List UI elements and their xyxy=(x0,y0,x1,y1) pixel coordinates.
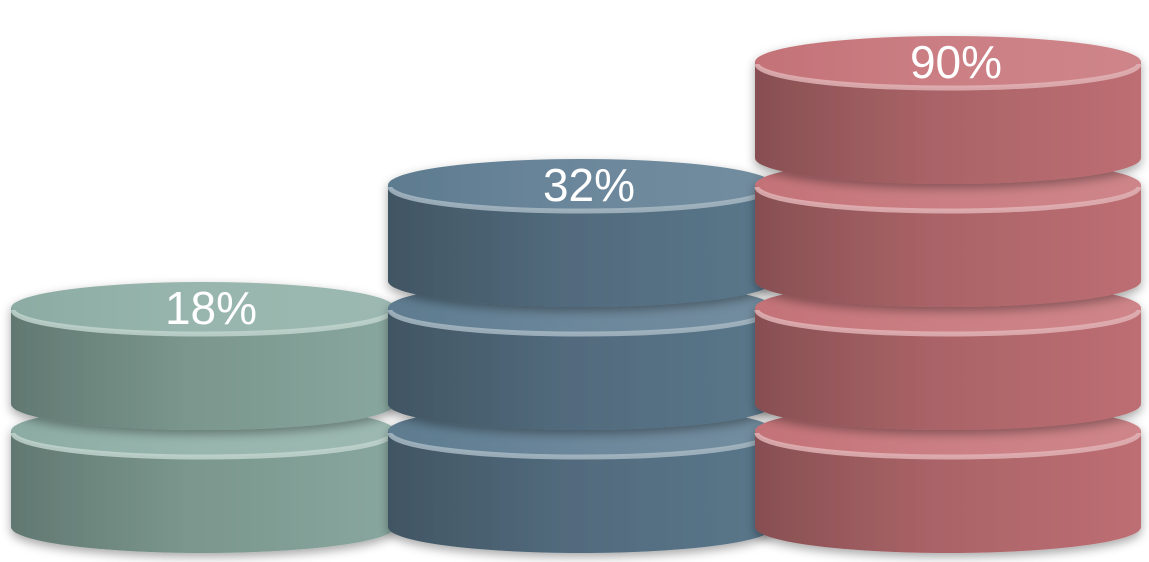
disc-side xyxy=(755,62,1141,184)
disc-rim-highlight xyxy=(387,186,775,214)
percent-label: 18% xyxy=(165,282,257,334)
disc-rim-highlight xyxy=(754,432,1142,460)
disc-top xyxy=(388,159,774,211)
disc-side xyxy=(11,308,395,430)
disc-side xyxy=(388,431,774,553)
disc-rim-highlight xyxy=(10,432,396,460)
percent-label: 90% xyxy=(910,36,1002,88)
disc-top xyxy=(755,36,1141,88)
disc-stack xyxy=(10,282,396,553)
disc-stack xyxy=(754,36,1142,553)
disc-rim-highlight xyxy=(10,309,396,337)
disc-stack xyxy=(387,159,775,553)
disc-rim-highlight xyxy=(754,186,1142,214)
disc-stacks xyxy=(10,36,1142,553)
disc-top xyxy=(11,282,395,334)
disc-side xyxy=(755,431,1141,553)
disc-rim-highlight xyxy=(754,63,1142,91)
disc xyxy=(754,36,1142,184)
disc-side xyxy=(388,185,774,307)
disc-side xyxy=(755,185,1141,307)
disc-rim-highlight xyxy=(387,309,775,337)
disc-side xyxy=(388,308,774,430)
disc-side xyxy=(755,308,1141,430)
disc-rim-highlight xyxy=(387,432,775,460)
percent-label: 32% xyxy=(543,159,635,211)
disc xyxy=(10,282,396,430)
data-labels: 18% 32% 90% xyxy=(165,36,1002,334)
disc xyxy=(387,159,775,307)
disc-rim-highlight xyxy=(754,309,1142,337)
disc-side xyxy=(11,431,395,553)
